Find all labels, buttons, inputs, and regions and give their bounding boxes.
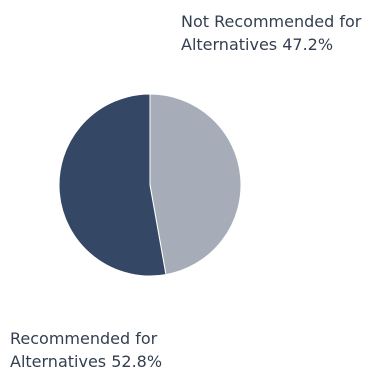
slice-label-recommended-line2: Alternatives 52.8% [10,352,163,371]
slice-label-recommended-line1: Recommended for [10,329,158,348]
pie-slice-recommended [58,93,167,277]
slice-label-not-recommended-line1: Not Recommended for [181,12,362,31]
slice-label-not-recommended-line2: Alternatives 47.2% [181,35,334,54]
slice-label-not-recommended: Not Recommended for Alternatives 47.2% [181,10,361,56]
slice-label-recommended: Recommended for Alternatives 52.8% [10,327,162,373]
pie-slices [58,93,242,277]
pie-slice-not-recommended [149,93,242,276]
